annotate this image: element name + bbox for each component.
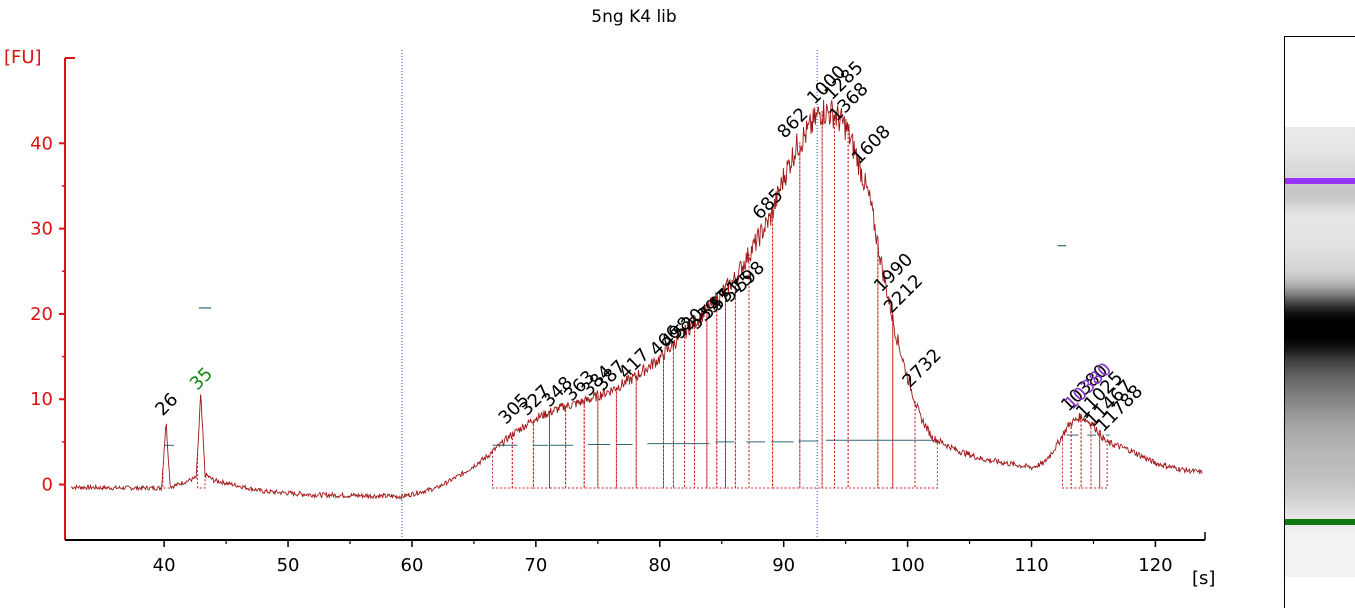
gel-lower-marker-band (1285, 519, 1355, 525)
x-tick-label: 70 (524, 555, 547, 576)
vertical-markers (401, 50, 818, 540)
integration-window (197, 454, 206, 489)
integration-window (716, 289, 726, 489)
integration-window (706, 298, 718, 489)
integration-window (834, 114, 849, 489)
x-tick-label: 80 (648, 555, 671, 576)
x-tick-label: 100 (890, 555, 924, 576)
integration-window (1099, 433, 1108, 489)
integration-window (821, 111, 835, 489)
x-tick-label: 110 (1014, 555, 1048, 576)
integration-window (597, 387, 617, 489)
peak-baselines (164, 245, 1110, 446)
peak-label: 685 (749, 185, 788, 224)
peak-label: 862 (773, 104, 812, 143)
integration-window (615, 376, 637, 489)
integration-window (672, 332, 686, 489)
integration-window (583, 395, 599, 489)
y-tick-label: 0 (42, 475, 53, 496)
integration-window (1080, 416, 1092, 489)
integration-window (549, 406, 567, 489)
integration-window (693, 309, 708, 489)
integration-window (892, 319, 916, 489)
signal-trace (71, 99, 1203, 501)
x-tick-label: 60 (401, 555, 424, 576)
chart-title: 5ng K4 lib (591, 7, 676, 27)
integration-window (684, 322, 695, 489)
x-tick-label: 50 (277, 555, 300, 576)
x-tick-label: 120 (1138, 555, 1172, 576)
integration-window (511, 419, 534, 489)
gel-upper-marker-band (1285, 178, 1355, 184)
integration-window (1070, 416, 1082, 489)
peak-label: 2732 (898, 345, 945, 392)
gel-lane (1285, 127, 1355, 577)
integration-window (1090, 423, 1101, 489)
peak-labels: 2635305327348363384387417466498520539547… (151, 57, 1147, 436)
x-tick-label: 40 (153, 555, 176, 576)
integration-window (847, 133, 879, 489)
y-tick-label: 40 (30, 133, 53, 154)
gel-image-panel (1284, 36, 1355, 608)
integration-window (663, 344, 674, 489)
peak-label: 1608 (848, 121, 895, 168)
integration-windows (162, 111, 1108, 489)
peak-label: 35 (186, 363, 217, 394)
y-tick-label: 10 (30, 389, 53, 410)
x-axis-label: [s] (1192, 568, 1215, 589)
integration-window (877, 243, 894, 489)
chart-axes: 0 10 20 30 40 40 50 60 70 80 90 100 110 120 (30, 57, 1206, 576)
electropherogram-chart: 5ng K4 lib [FU] [s] 0 10 20 30 40 40 50 60 70 80 9… (4, 7, 1215, 589)
peak-label: 26 (151, 389, 182, 420)
y-axis-label: [FU] (4, 47, 42, 68)
x-tick-label: 90 (772, 555, 795, 576)
integration-window (914, 400, 938, 489)
integration-window (772, 142, 801, 489)
y-tick-label: 20 (30, 304, 53, 325)
integration-window (532, 412, 550, 489)
integration-window (635, 354, 664, 489)
electropherogram-trace (71, 99, 1203, 501)
y-tick-label: 30 (30, 219, 53, 240)
integration-window (799, 111, 823, 489)
integration-window (748, 211, 774, 489)
integration-window (565, 401, 585, 489)
